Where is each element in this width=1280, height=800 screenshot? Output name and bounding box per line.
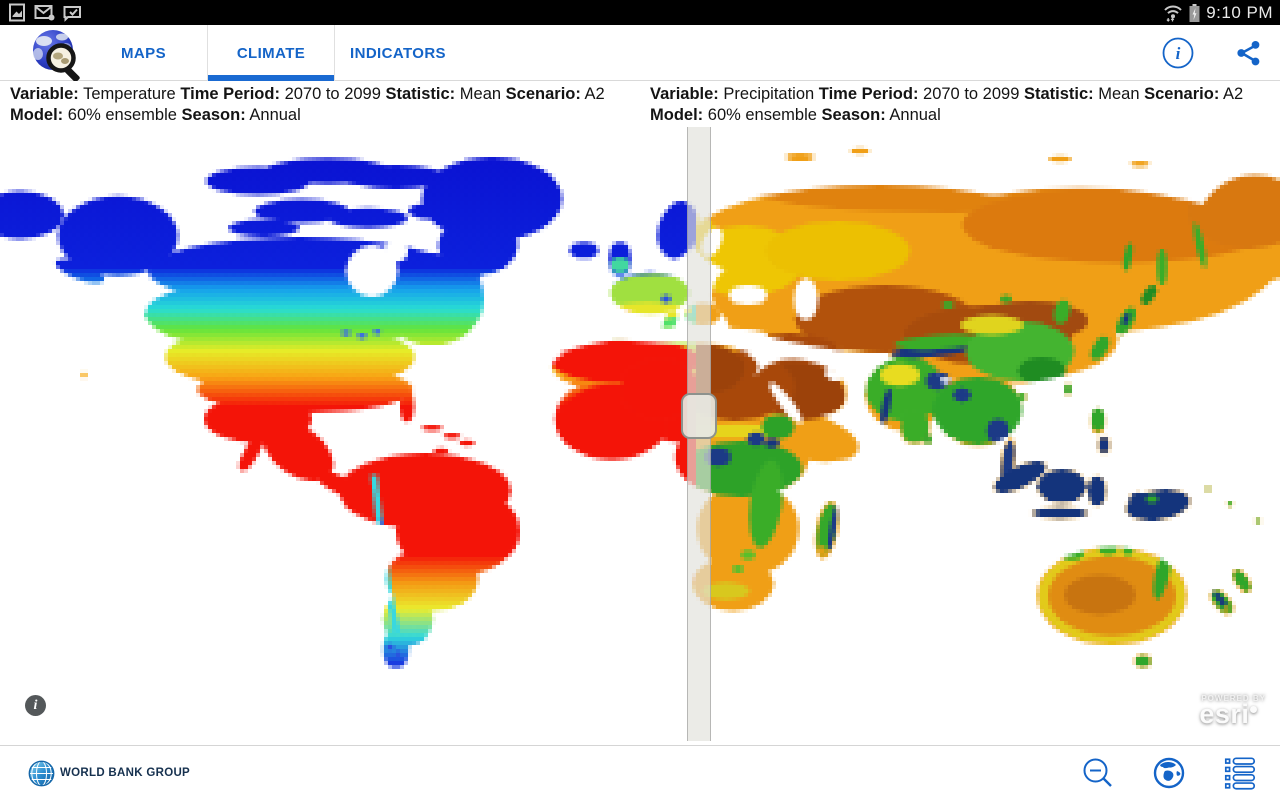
world-bank-globe-icon bbox=[28, 760, 55, 786]
world-bank-brand: WORLD BANK GROUP bbox=[28, 760, 190, 787]
screenshot-icon bbox=[9, 3, 25, 22]
powered-by-label: POWERED BY bbox=[1201, 694, 1266, 703]
notification-icons bbox=[5, 3, 83, 22]
app-toolbar: MAPS CLIMATE INDICATORS i bbox=[0, 25, 1280, 81]
share-icon bbox=[1237, 41, 1260, 66]
system-status-icons: 9:10 PM bbox=[1163, 3, 1275, 23]
tab-maps-label: MAPS bbox=[121, 44, 166, 62]
label-statistic: Statistic: bbox=[1023, 85, 1094, 103]
world-bank-brand-text: WORLD BANK GROUP bbox=[60, 767, 191, 779]
tab-climate[interactable]: CLIMATE bbox=[207, 25, 334, 81]
value-time-period: 2070 to 2099 bbox=[923, 85, 1020, 103]
label-variable: Variable: bbox=[650, 85, 719, 103]
bottom-toolbar: WORLD BANK GROUP bbox=[0, 745, 1280, 800]
zoom-out-icon bbox=[1083, 758, 1112, 787]
email-icon bbox=[34, 5, 55, 21]
value-model: 60% ensemble bbox=[707, 106, 817, 124]
android-status-bar: 9:10 PM bbox=[0, 0, 1280, 25]
value-statistic: Mean bbox=[459, 85, 502, 103]
map-info-button[interactable]: i bbox=[25, 695, 46, 716]
value-variable: Temperature bbox=[83, 85, 176, 103]
info-icon: i bbox=[1162, 37, 1194, 69]
zoom-out-button[interactable] bbox=[1080, 755, 1116, 791]
label-season: Season: bbox=[181, 106, 246, 124]
app-logo-globe-magnifier-icon[interactable] bbox=[22, 27, 94, 81]
left-map-descriptor: Variable: Temperature Time Period: 2070 … bbox=[0, 84, 640, 126]
label-scenario: Scenario: bbox=[505, 85, 581, 103]
esri-logo-dot bbox=[1250, 706, 1258, 713]
value-statistic: Mean bbox=[1098, 85, 1140, 103]
label-model: Model: bbox=[10, 106, 64, 124]
basemap-globe-icon bbox=[1153, 757, 1185, 789]
value-variable: Precipitation bbox=[723, 85, 815, 103]
esri-attribution: POWERED BY esri bbox=[1199, 694, 1266, 728]
right-map-descriptor: Variable: Precipitation Time Period: 207… bbox=[640, 84, 1280, 126]
label-statistic: Statistic: bbox=[385, 85, 456, 103]
message-check-icon bbox=[63, 6, 81, 22]
legend-list-icon bbox=[1224, 757, 1256, 790]
label-scenario: Scenario: bbox=[1144, 85, 1220, 103]
world-climate-map-canvas[interactable] bbox=[0, 81, 1280, 745]
tab-indicators-label: INDICATORS bbox=[350, 44, 446, 62]
tab-bar: MAPS CLIMATE INDICATORS bbox=[80, 25, 461, 81]
tab-climate-label: CLIMATE bbox=[236, 44, 306, 62]
map-tool-buttons bbox=[1080, 755, 1258, 791]
wifi-icon bbox=[1164, 5, 1182, 22]
map-area: i POWERED BY esri bbox=[0, 81, 1280, 745]
tab-indicators[interactable]: INDICATORS bbox=[334, 25, 461, 81]
map-descriptors: Variable: Temperature Time Period: 2070 … bbox=[0, 84, 1280, 126]
appbar-actions: i bbox=[1160, 25, 1266, 81]
label-time-period: Time Period: bbox=[818, 85, 919, 103]
value-model: 60% ensemble bbox=[67, 106, 177, 124]
value-time-period: 2070 to 2099 bbox=[284, 85, 381, 103]
legend-button[interactable] bbox=[1222, 755, 1258, 791]
label-season: Season: bbox=[821, 106, 886, 124]
value-scenario: A2 bbox=[584, 85, 605, 103]
map-swipe-handle[interactable] bbox=[681, 393, 717, 439]
esri-logo-text: esri bbox=[1199, 699, 1250, 729]
svg-text:i: i bbox=[1176, 44, 1181, 63]
info-button[interactable]: i bbox=[1160, 35, 1196, 71]
value-scenario: A2 bbox=[1223, 85, 1244, 103]
basemap-globe-button[interactable] bbox=[1151, 755, 1187, 791]
share-button[interactable] bbox=[1230, 35, 1266, 71]
value-season: Annual bbox=[249, 106, 301, 124]
value-season: Annual bbox=[889, 106, 941, 124]
tab-maps[interactable]: MAPS bbox=[80, 25, 207, 81]
label-variable: Variable: bbox=[10, 85, 79, 103]
battery-icon bbox=[1189, 3, 1200, 22]
map-info-glyph: i bbox=[33, 697, 38, 713]
label-time-period: Time Period: bbox=[180, 85, 280, 103]
label-model: Model: bbox=[650, 106, 704, 124]
status-bar-clock: 9:10 PM bbox=[1206, 2, 1273, 22]
